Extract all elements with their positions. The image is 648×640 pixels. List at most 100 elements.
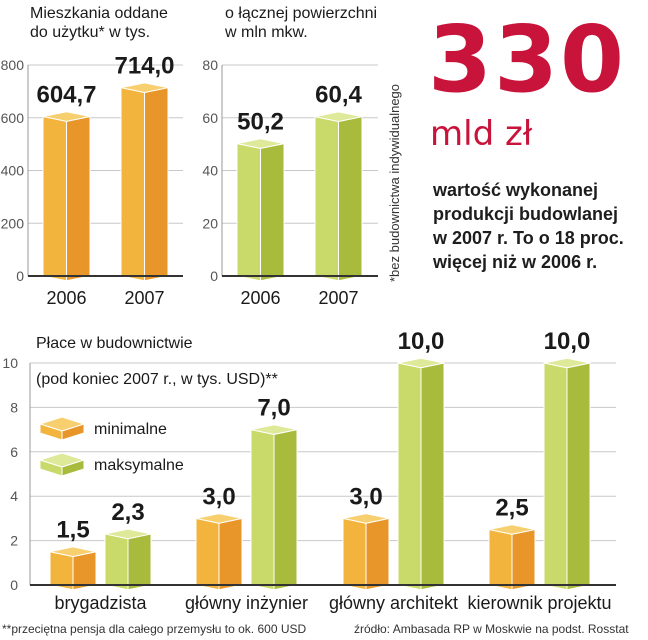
bar-maksymalne-2-side <box>420 362 445 591</box>
value-label: 604,7 <box>36 82 96 109</box>
y-tick-label: 400 <box>1 163 25 179</box>
value-label: 3,0 <box>349 483 382 510</box>
bar-2006 <box>42 111 91 282</box>
description-line-2: produkcji budowlanej <box>433 204 619 224</box>
x-tick-label: główny inżynier <box>185 593 308 613</box>
bar-maksymalne-0-top <box>104 528 152 540</box>
vertical-footnote: *bez budownictwa indywidualnego <box>387 83 402 282</box>
highlight-description: wartość wykonanej produkcji budowlanej w… <box>433 178 624 274</box>
bar-maksymalne-0 <box>104 528 152 591</box>
description-line-4: więcej niż w 2006 r. <box>433 252 598 272</box>
y-tick-label: 40 <box>202 163 218 179</box>
y-tick-label: 10 <box>2 355 18 371</box>
highlight-number: 330 <box>428 6 627 113</box>
bar-maksymalne-1-top <box>250 424 298 435</box>
dwellings-chart-title: Mieszkania oddane do użytku* w tys. <box>30 4 168 42</box>
legend: minimalne maksymalne <box>38 412 238 482</box>
x-tick-label: brygadzista <box>54 593 147 613</box>
bar-minimalne-3-top <box>488 524 536 535</box>
legend-label-maksymalne: maksymalne <box>94 457 184 474</box>
y-tick-label: 80 <box>202 57 218 73</box>
y-tick-label: 200 <box>1 215 25 231</box>
source-note: źródło: Ambasada RP w Moskwie na podst. … <box>354 622 629 636</box>
legend-label-minimalne: minimalne <box>94 421 167 438</box>
y-tick-label: 20 <box>202 215 218 231</box>
x-tick-label: główny architekt <box>329 593 458 613</box>
value-label: 714,0 <box>114 53 174 80</box>
y-tick-label: 0 <box>210 268 218 284</box>
y-tick-label: 600 <box>1 110 25 126</box>
y-tick-label: 6 <box>10 444 18 460</box>
bar-minimalne-3-side <box>511 528 536 591</box>
y-tick-label: 2 <box>10 533 18 549</box>
bar-2006-front <box>42 115 67 282</box>
bar-minimalne-1-side <box>218 517 243 591</box>
bar-2006-side <box>260 142 285 282</box>
description-line-3: w 2007 r. To o 18 proc. <box>433 228 624 248</box>
bar-minimalne-2-side <box>365 517 390 591</box>
x-tick-label: 2007 <box>318 288 358 308</box>
value-label: 3,0 <box>202 483 235 510</box>
bar-maksymalne-1-front <box>250 428 275 591</box>
bar-2007-top <box>120 82 169 93</box>
y-tick-label: 0 <box>16 268 24 284</box>
bar-2007-front <box>120 87 145 282</box>
bar-minimalne-0 <box>49 546 97 591</box>
bar-minimalne-0-top <box>49 546 97 558</box>
value-label: 60,4 <box>315 82 362 109</box>
x-tick-label: 2007 <box>124 288 164 308</box>
legend-swatch-minimalne <box>38 416 86 441</box>
x-tick-label: kierownik projektu <box>467 593 611 613</box>
bar-2007-front <box>314 116 339 282</box>
bar-maksymalne-0-front <box>104 533 129 591</box>
highlight-unit: mld zł <box>430 114 533 154</box>
bar-2007-side <box>338 116 363 282</box>
bar-maksymalne-2 <box>397 357 445 591</box>
dwellings-title-line-1: Mieszkania oddane <box>30 5 168 22</box>
y-tick-label: 4 <box>10 488 18 504</box>
bar-minimalne-2 <box>342 513 390 591</box>
value-label: 10,0 <box>544 328 591 355</box>
bar-maksymalne-1 <box>250 424 298 591</box>
value-label: 1,5 <box>56 517 89 544</box>
wage-footnote: **przeciętna pensja dla całego przemysłu… <box>2 622 307 636</box>
area-chart-title: o łącznej powierzchni w mln mkw. <box>225 4 377 42</box>
bar-2007 <box>314 111 363 282</box>
bar-minimalne-3-front <box>488 528 513 591</box>
description-line-1: wartość wykonanej <box>433 180 599 200</box>
bar-maksymalne-3-top <box>543 357 591 369</box>
bar-2006-side <box>66 115 91 282</box>
bar-maksymalne-0-side <box>127 533 152 591</box>
bar-minimalne-1-front <box>195 517 220 591</box>
bar-2006-front <box>236 142 261 282</box>
bar-2006 <box>236 138 285 282</box>
y-tick-label: 800 <box>1 57 25 73</box>
bar-maksymalne-2-top <box>397 357 445 369</box>
bar-maksymalne-1-side <box>273 428 298 591</box>
y-tick-label: 60 <box>202 110 218 126</box>
x-tick-label: 2006 <box>46 288 86 308</box>
x-tick-label: 2006 <box>240 288 280 308</box>
value-label: 7,0 <box>257 395 290 422</box>
area-title-line-2: w mln mkw. <box>225 24 308 41</box>
dwellings-chart: 0 200 400 600 800 604,7 2006 714,0 2007 <box>1 53 183 308</box>
bar-2007-side <box>144 87 169 282</box>
bar-maksymalne-2-front <box>397 362 422 591</box>
bar-maksymalne-3 <box>543 357 591 591</box>
legend-swatch-maksymalne <box>38 452 86 477</box>
area-chart: 0 20 40 60 80 50,2 2006 60,4 2007 <box>202 57 378 308</box>
bar-2007 <box>120 82 169 282</box>
dwellings-title-line-2: do użytku* w tys. <box>30 24 151 41</box>
bar-2006-top <box>42 111 91 122</box>
bar-minimalne-1-top <box>195 513 243 524</box>
bar-maksymalne-3-side <box>566 362 591 591</box>
bar-minimalne-2-front <box>342 517 367 591</box>
value-label: 2,3 <box>111 499 144 526</box>
bar-minimalne-2-top <box>342 513 390 524</box>
value-label: 10,0 <box>398 328 445 355</box>
wages-chart-subtitle: (pod koniec 2007 r., w tys. USD)** <box>36 371 278 388</box>
value-label: 50,2 <box>237 109 284 136</box>
wages-chart: 0 2 4 6 8 10 1,5 2,3 brygadzista 3,0 7,0 główny inż… <box>2 328 616 613</box>
value-label: 2,5 <box>495 495 528 522</box>
area-title-line-1: o łącznej powierzchni <box>225 5 378 22</box>
